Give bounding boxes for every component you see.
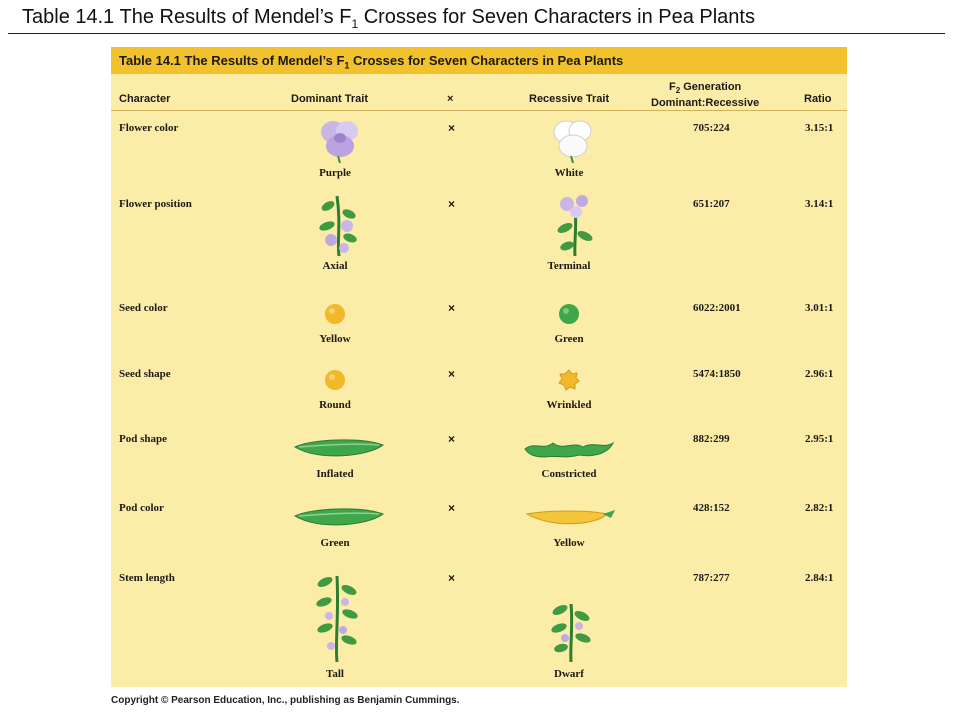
- row-cross: ×: [448, 571, 456, 585]
- row-ratio: 2.84:1: [805, 572, 834, 584]
- row-f2-counts: 705:224: [693, 122, 730, 134]
- header-f2-generation: F2 Generation Dominant:Recessive: [651, 81, 759, 110]
- header-character: Character: [119, 93, 171, 105]
- recessive-trait-label: Wrinkled: [546, 399, 592, 411]
- table-panel: Table 14.1 The Results of Mendel’s F1 Cr…: [111, 47, 847, 687]
- header-cross: ×: [447, 93, 454, 105]
- row-cross: ×: [448, 197, 456, 211]
- table-title-prefix: Table 14.1 The Results of Mendel’s F: [119, 53, 345, 68]
- green-pod-icon: [293, 508, 385, 526]
- table-title: Table 14.1 The Results of Mendel’s F1 Cr…: [111, 47, 847, 74]
- constricted-pod-icon: [524, 441, 615, 458]
- copyright-notice: Copyright © Pearson Education, Inc., pub…: [111, 695, 460, 706]
- row-character: Seed color: [119, 302, 168, 314]
- row-ratio: 3.15:1: [805, 122, 834, 134]
- row-f2-counts: 651:207: [693, 198, 730, 210]
- table-title-subscript: 1: [344, 60, 350, 71]
- row-cross: ×: [448, 301, 456, 315]
- row-f2-counts: 787:277: [693, 572, 730, 584]
- row-ratio: 2.96:1: [805, 368, 834, 380]
- recessive-trait-label: Yellow: [553, 537, 585, 549]
- yellow-pod-icon: [525, 510, 615, 525]
- dominant-trait-label: Green: [320, 537, 350, 549]
- row-character: Seed shape: [119, 368, 171, 380]
- header-f2-line2: Dominant:Recessive: [651, 97, 760, 110]
- recessive-trait-label: White: [554, 167, 584, 179]
- header-f2-line1: F2 Generation: [651, 81, 759, 97]
- recessive-trait-label: Terminal: [547, 260, 591, 272]
- row-f2-counts: 428:152: [693, 502, 730, 514]
- dominant-trait-label: Yellow: [319, 333, 351, 345]
- inflated-pod-icon: [293, 439, 385, 457]
- slide-title: Table 14.1 The Results of Mendel’s F1 Cr…: [22, 6, 755, 31]
- axial-flower-plant-icon: [319, 195, 357, 257]
- slide-title-suffix: Crosses for Seven Characters in Pea Plan…: [358, 6, 755, 28]
- row-ratio: 2.95:1: [805, 433, 834, 445]
- row-cross: ×: [448, 432, 456, 446]
- green-seed-icon: [559, 304, 579, 324]
- round-seed-icon: [325, 370, 345, 390]
- dominant-trait-label: Tall: [326, 668, 344, 680]
- header-recessive-trait: Recessive Trait: [529, 93, 610, 105]
- table-title-suffix: Crosses for Seven Characters in Pea Plan…: [349, 53, 624, 68]
- recessive-trait-label: Dwarf: [554, 668, 584, 680]
- row-ratio: 2.82:1: [805, 502, 834, 514]
- recessive-trait-label: Green: [554, 333, 584, 345]
- row-character: Stem length: [119, 572, 175, 584]
- row-f2-counts: 882:299: [693, 433, 730, 445]
- white-flower-icon: [553, 120, 592, 164]
- yellow-seed-icon: [325, 304, 345, 324]
- tall-plant-icon: [316, 575, 358, 662]
- row-character: Pod shape: [119, 433, 167, 445]
- header-f2-subscript: 2: [675, 86, 681, 96]
- dominant-trait-label: Inflated: [316, 468, 354, 480]
- row-cross: ×: [448, 501, 456, 515]
- row-character: Flower color: [119, 122, 179, 134]
- header-f2-prefix: F: [668, 81, 676, 93]
- wrinkled-seed-icon: [558, 369, 580, 391]
- dominant-trait-label: Purple: [319, 167, 351, 179]
- recessive-trait-label: Constricted: [541, 468, 597, 480]
- row-cross: ×: [448, 367, 456, 381]
- purple-flower-icon: [321, 121, 358, 164]
- row-f2-counts: 5474:1850: [693, 368, 741, 380]
- row-ratio: 3.01:1: [805, 302, 834, 314]
- row-character: Pod color: [119, 502, 164, 514]
- header-divider: [111, 110, 847, 111]
- header-ratio: Ratio: [804, 93, 832, 105]
- dominant-trait-label: Axial: [322, 260, 348, 272]
- header-dominant-trait: Dominant Trait: [291, 93, 369, 105]
- dominant-trait-label: Round: [319, 399, 351, 411]
- slide-title-subscript: 1: [351, 17, 359, 31]
- header-f2-generation-word: Generation: [680, 81, 742, 93]
- slide-title-prefix: Table 14.1 The Results of Mendel’s F: [22, 6, 352, 28]
- row-f2-counts: 6022:2001: [693, 302, 741, 314]
- row-ratio: 3.14:1: [805, 198, 834, 210]
- dwarf-plant-icon: [551, 603, 591, 662]
- row-cross: ×: [448, 121, 456, 135]
- title-underline: [8, 33, 945, 34]
- row-character: Flower position: [119, 198, 192, 210]
- terminal-flower-plant-icon: [557, 195, 593, 257]
